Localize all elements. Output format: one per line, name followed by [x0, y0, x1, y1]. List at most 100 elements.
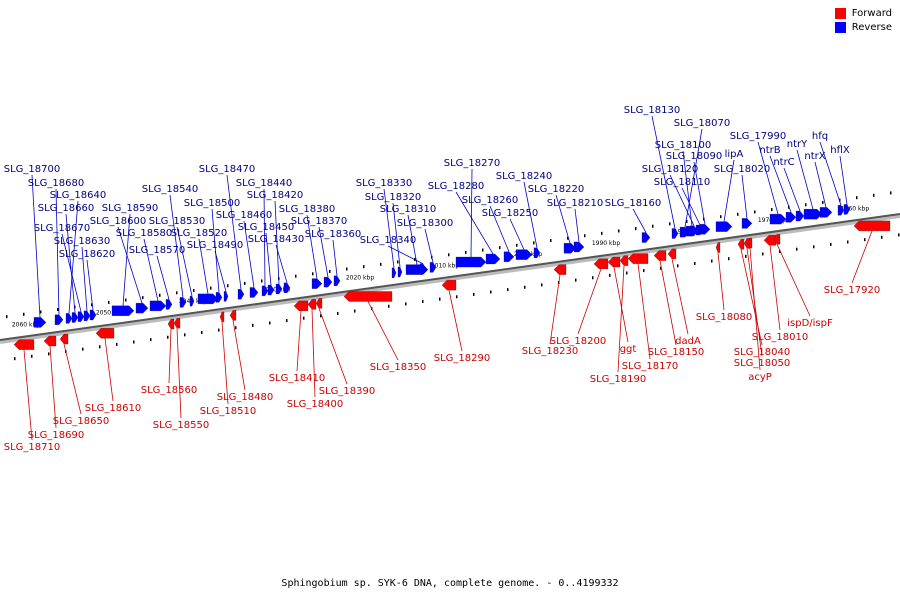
reverse-gene-label: SLG_18640: [50, 190, 106, 201]
forward-gene-label: dadA: [675, 336, 701, 347]
reverse-gene-label: SLG_18120: [642, 164, 698, 175]
position-dot: [584, 234, 586, 238]
reverse-gene: [803, 209, 823, 220]
forward-gene: [715, 242, 721, 253]
genome-axis-shadow: [0, 214, 900, 344]
position-dot: [31, 354, 33, 358]
forward-gene-label: SLG_18400: [287, 399, 343, 410]
reverse-gene-label: ntrY: [787, 139, 808, 150]
reverse-label-leader: [211, 208, 220, 293]
forward-gene-label: SLG_18170: [622, 361, 678, 372]
position-dot: [567, 236, 569, 240]
reverse-label-leader: [757, 141, 779, 215]
position-dot: [839, 198, 841, 202]
position-dot: [116, 342, 118, 346]
position-dot: [210, 286, 212, 290]
reverse-label-leader: [332, 239, 338, 276]
forward-gene-label: SLG_18080: [696, 312, 752, 323]
position-dot: [244, 281, 246, 285]
reverse-gene-label: SLG_18530: [149, 216, 205, 227]
forward-label-leader: [717, 252, 725, 311]
reverse-gene-label: SLG_18250: [482, 208, 538, 219]
reverse-label-leader: [509, 218, 525, 250]
forward-label-leader: [367, 301, 399, 361]
legend: Forward Reverse: [834, 8, 892, 36]
forward-gene: [167, 318, 175, 330]
position-dot: [252, 323, 254, 327]
reverse-gene-label: SLG_18300: [397, 218, 453, 229]
reverse-gene-label: SLG_18590: [102, 203, 158, 214]
forward-gene-label: SLG_18510: [200, 406, 256, 417]
reverse-gene-label: SLG_18160: [605, 198, 661, 209]
genome-caption: Sphingobium sp. SYK-6 DNA, complete geno…: [281, 578, 619, 589]
forward-gene-label: SLG_18690: [28, 430, 84, 441]
position-dot: [303, 316, 305, 320]
reverse-gene: [311, 278, 323, 289]
position-dot: [856, 196, 858, 200]
reverse-label-leader: [693, 161, 706, 225]
reverse-label-leader: [632, 208, 647, 233]
reverse-gene-label: hfq: [812, 131, 828, 142]
reverse-gene: [741, 218, 753, 229]
forward-gene-label: SLG_18010: [752, 332, 808, 343]
reverse-gene-label: SLG_18630: [54, 236, 110, 247]
position-dot: [397, 260, 399, 264]
forward-gene: [59, 333, 69, 345]
position-dot: [125, 298, 127, 302]
legend-forward: Forward: [834, 8, 892, 19]
reverse-gene: [261, 285, 269, 297]
reverse-gene: [111, 305, 135, 316]
position-dot: [728, 257, 730, 261]
position-dot: [150, 338, 152, 342]
position-dot: [618, 229, 620, 233]
reverse-label-leader: [407, 214, 418, 265]
position-dot: [635, 227, 637, 231]
forward-label-leader: [23, 349, 33, 441]
forward-gene-label: SLG_18550: [153, 420, 209, 431]
reverse-gene: [223, 291, 229, 302]
scale-tick-label: 1990 kbp: [592, 240, 620, 247]
forward-gene-label: SLG_18710: [4, 442, 60, 453]
position-dot: [201, 330, 203, 334]
scale-tick-label: 2050 kbp: [96, 310, 124, 317]
position-dot: [490, 290, 492, 294]
position-dot: [227, 284, 229, 288]
forward-gene-label: SLG_17920: [824, 285, 880, 296]
forward-label-leader: [776, 244, 811, 317]
reverse-gene-label: ntrB: [759, 145, 780, 156]
legend-forward-label: Forward: [851, 8, 892, 19]
reverse-label-leader: [681, 187, 701, 226]
reverse-label-leader: [176, 226, 193, 297]
forward-gene-label: SLG_18410: [269, 373, 325, 384]
reverse-gene-label: SLG_18240: [496, 171, 552, 182]
position-dot: [609, 273, 611, 277]
position-dot: [677, 264, 679, 268]
reverse-gene-label: lipA: [725, 149, 744, 160]
scale-tick-label: 2020 kbp: [346, 275, 374, 282]
genome-axis: [0, 213, 900, 341]
forward-label-leader: [851, 230, 873, 284]
reverse-gene-label: SLG_18620: [59, 249, 115, 260]
position-dot: [890, 191, 892, 195]
position-dot: [388, 304, 390, 308]
position-dot: [754, 210, 756, 214]
position-dot: [881, 235, 883, 239]
forward-gene-label: SLG_18560: [141, 385, 197, 396]
reverse-label-leader: [769, 155, 792, 213]
forward-label-leader: [613, 266, 629, 343]
forward-label-leader: [448, 290, 463, 352]
reverse-gene: [795, 210, 805, 222]
forward-label-leader: [671, 258, 689, 335]
reverse-gene: [197, 293, 219, 305]
position-dot: [82, 347, 84, 351]
reverse-gene: [283, 282, 291, 293]
reverse-gene: [165, 299, 173, 310]
legend-reverse-label: Reverse: [851, 22, 892, 33]
position-dot: [864, 238, 866, 242]
position-dot: [99, 345, 101, 349]
forward-label-leader: [769, 245, 781, 331]
reverse-gene-label: SLG_18100: [655, 140, 711, 151]
forward-gene-label: SLG_18290: [434, 353, 490, 364]
position-dot: [516, 243, 518, 247]
forward-gene: [219, 311, 225, 323]
